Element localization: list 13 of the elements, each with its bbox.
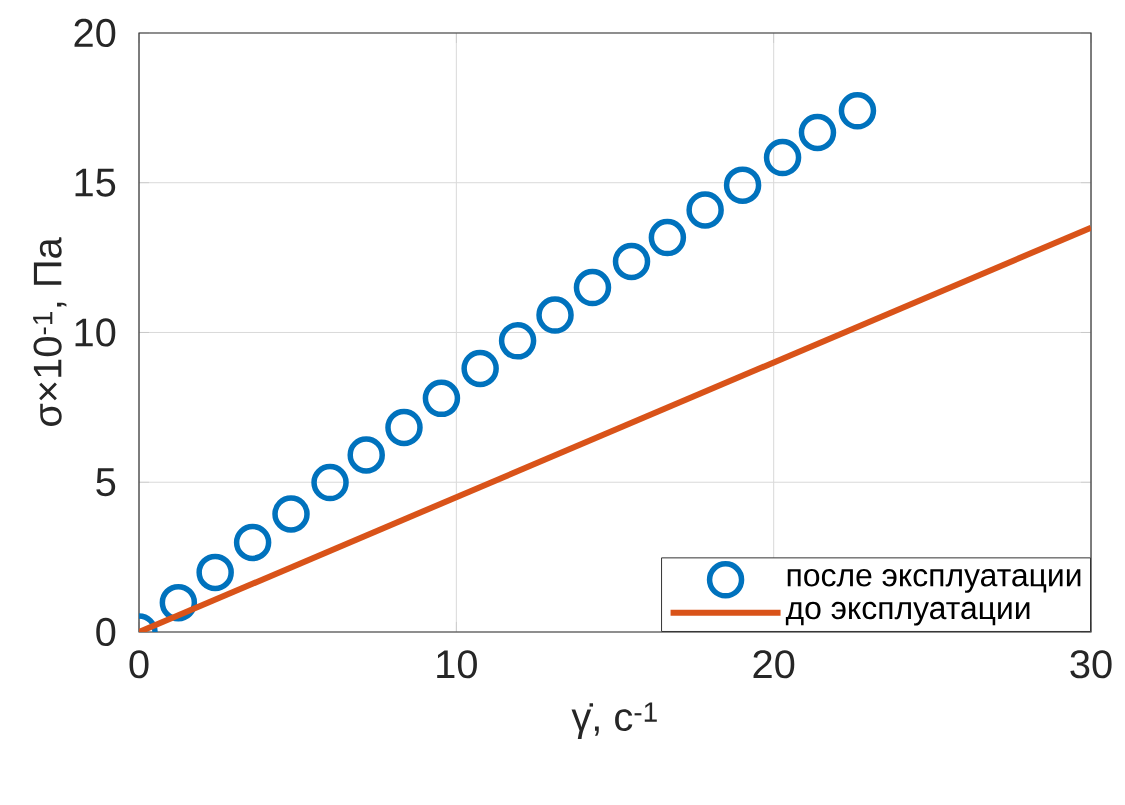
y-axis-title: σ×10$^{-1}$, Па — [33, 237, 67, 427]
y-tick-label: 5 — [96, 468, 116, 497]
x-tick-label: 0 — [129, 650, 149, 679]
x-tick-label: 30 — [1070, 650, 1112, 679]
y-tick-label: 0 — [96, 617, 116, 647]
legend-label: после эксплуатации — [787, 569, 1081, 593]
y-tick-label: 15 — [75, 168, 116, 197]
x-axis-title: γ̇, с$^{-1}$ — [571, 702, 657, 739]
y-tick-label: 10 — [75, 318, 116, 347]
legend-label: до эксплуатации — [785, 601, 1030, 626]
x-tick-label: 20 — [753, 650, 795, 679]
x-tick-label: 10 — [437, 650, 477, 679]
y-tick-label: 20 — [74, 18, 116, 48]
